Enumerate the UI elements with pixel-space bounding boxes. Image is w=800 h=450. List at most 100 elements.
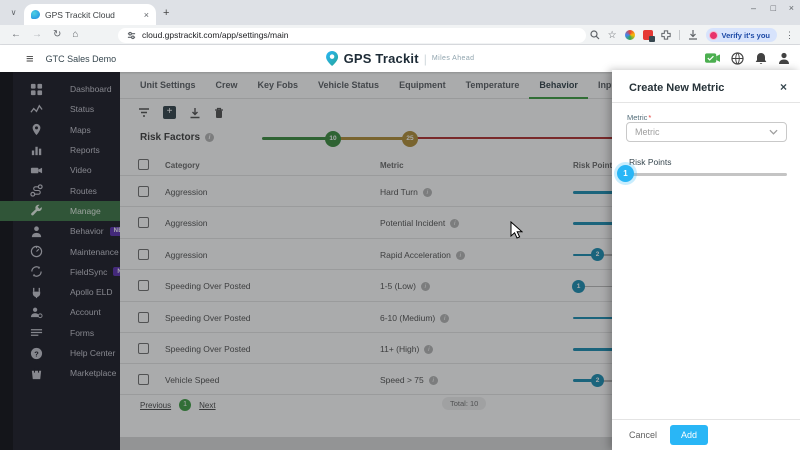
table-row[interactable]: Speeding Over Posted 6-10 (Medium) — [120, 300, 612, 332]
row-risk-slider[interactable]: 2 — [573, 373, 612, 387]
live-chat-icon[interactable] — [705, 52, 720, 65]
sidebar-item-dashboard[interactable]: Dashboard — [0, 79, 120, 99]
browser-menu-icon[interactable] — [785, 30, 794, 41]
back-icon[interactable]: ← — [11, 29, 21, 40]
extension-red-icon[interactable] — [642, 30, 655, 42]
extension-color-icon[interactable] — [624, 30, 635, 40]
cancel-button[interactable]: Cancel — [629, 430, 658, 440]
info-icon[interactable] — [440, 313, 450, 323]
window-minimize-button[interactable]: – — [750, 3, 756, 13]
verify-button[interactable]: Verify it's you — [705, 28, 777, 42]
risk-handle[interactable]: 1 — [572, 279, 585, 293]
row-risk-slider[interactable]: 2 — [573, 248, 612, 262]
bell-icon[interactable] — [755, 52, 767, 65]
row-risk-slider[interactable] — [573, 191, 612, 194]
map-pin-icon — [30, 123, 44, 137]
row-checkbox[interactable] — [138, 311, 149, 323]
tab-temperature[interactable]: Temperature — [465, 79, 520, 90]
sidebar-item-account[interactable]: Account — [0, 302, 120, 322]
row-checkbox[interactable] — [138, 280, 149, 292]
filter-icon[interactable] — [138, 107, 150, 118]
tab-close-icon[interactable] — [144, 10, 149, 20]
info-icon[interactable] — [455, 250, 465, 260]
row-checkbox[interactable] — [138, 343, 149, 354]
search-icon[interactable] — [589, 30, 600, 40]
row-checkbox[interactable] — [138, 186, 149, 197]
tab-crew[interactable]: Crew — [215, 79, 238, 90]
new-tab-button[interactable] — [163, 7, 169, 19]
sidebar-item-reports[interactable]: Reports — [0, 140, 120, 160]
delete-icon[interactable] — [214, 107, 224, 119]
sidebar-item-maps[interactable]: Maps — [0, 120, 120, 140]
slider-handle-mid[interactable]: 25 — [402, 130, 418, 147]
select-all-checkbox[interactable] — [138, 159, 149, 170]
add-button[interactable]: Add — [670, 425, 709, 445]
sidebar-item-routes[interactable]: Routes — [0, 180, 120, 200]
table-row[interactable]: Speeding Over Posted 1-5 (Low) 1 — [120, 269, 612, 300]
browser-tab[interactable]: GPS Trackit Cloud — [24, 4, 156, 25]
row-risk-slider[interactable]: 1 — [572, 279, 612, 293]
close-icon[interactable] — [780, 80, 787, 94]
info-icon[interactable] — [205, 133, 215, 142]
sidebar-item-video[interactable]: Video — [0, 160, 120, 180]
home-icon[interactable]: ⌂ — [72, 29, 79, 40]
window-close-button[interactable]: × — [788, 3, 794, 13]
modal-overlay[interactable] — [0, 72, 612, 450]
risk-threshold-slider[interactable]: 10 25 — [262, 130, 612, 147]
tab-inputs[interactable]: Inputs — [597, 79, 612, 90]
sidebar-item-marketplace[interactable]: Marketplace — [0, 363, 120, 383]
globe-icon[interactable] — [731, 52, 744, 65]
metric-select[interactable]: Metric — [626, 122, 787, 142]
row-checkbox[interactable] — [138, 217, 149, 229]
sidebar-item-label: Behavior — [70, 226, 104, 237]
address-bar[interactable]: cloud.gpstrackit.com/app/settings/main — [118, 27, 586, 43]
sidebar-item-label: FieldSync — [70, 266, 108, 277]
table-row[interactable]: Aggression Hard Turn — [120, 175, 612, 206]
row-risk-slider[interactable] — [573, 222, 612, 225]
download-icon[interactable] — [688, 30, 698, 40]
info-icon[interactable] — [424, 345, 434, 354]
info-icon[interactable] — [450, 219, 460, 229]
extensions-puzzle-icon[interactable] — [660, 30, 671, 40]
tab-vehicle-status[interactable]: Vehicle Status — [318, 79, 380, 90]
table-row[interactable]: Vehicle Speed Speed > 75 2 — [120, 363, 612, 395]
row-risk-slider[interactable] — [573, 316, 612, 320]
tab-key-fobs[interactable]: Key Fobs — [257, 79, 299, 90]
table-row[interactable]: Speeding Over Posted 11+ (High) — [120, 332, 612, 363]
tab-behavior[interactable]: Behavior — [529, 72, 588, 99]
site-info-icon[interactable] — [127, 31, 136, 40]
user-icon[interactable] — [778, 52, 790, 65]
slider-handle-low[interactable]: 10 — [325, 130, 341, 147]
info-icon[interactable] — [420, 282, 430, 292]
risk-points-slider-handle[interactable]: 1 — [617, 165, 634, 182]
risk-points-slider-track[interactable] — [625, 173, 787, 176]
next-page-link[interactable]: Next — [199, 400, 216, 410]
tab-equipment[interactable]: Equipment — [399, 79, 446, 90]
sidebar-item-manage[interactable]: Manage — [0, 200, 120, 222]
reload-icon[interactable]: ↻ — [53, 29, 62, 40]
info-icon[interactable] — [428, 376, 438, 386]
hamburger-menu-icon[interactable] — [26, 51, 34, 66]
forward-icon[interactable]: → — [32, 29, 42, 40]
sidebar-item-help-center[interactable]: ? Help Center — [0, 343, 120, 363]
bookmark-star-icon[interactable]: ☆ — [607, 29, 617, 41]
sidebar-item-maintenance[interactable]: Maintenance — [0, 241, 120, 261]
risk-handle[interactable]: 2 — [591, 248, 604, 262]
download-table-icon[interactable] — [189, 107, 201, 119]
current-page-badge[interactable]: 1 — [179, 399, 192, 411]
row-risk-slider[interactable] — [573, 348, 612, 351]
risk-handle[interactable]: 2 — [591, 373, 604, 387]
sidebar-item-status[interactable]: Status — [0, 99, 120, 119]
table-row[interactable]: Aggression Rapid Acceleration 2 — [120, 237, 612, 269]
previous-page-link[interactable]: Previous — [140, 400, 172, 410]
sidebar-item-forms[interactable]: Forms — [0, 323, 120, 343]
sidebar-item-apollo-eld[interactable]: Apollo ELD — [0, 282, 120, 302]
table-row[interactable]: Aggression Potential Incident — [120, 206, 612, 237]
info-icon[interactable] — [422, 188, 432, 197]
row-checkbox[interactable] — [138, 248, 149, 260]
tab-search-icon[interactable]: ∨ — [10, 8, 17, 17]
window-maximize-button[interactable]: □ — [770, 3, 776, 13]
tab-unit-settings[interactable]: Unit Settings — [140, 79, 196, 90]
add-metric-button[interactable] — [163, 106, 176, 119]
row-checkbox[interactable] — [138, 374, 149, 386]
